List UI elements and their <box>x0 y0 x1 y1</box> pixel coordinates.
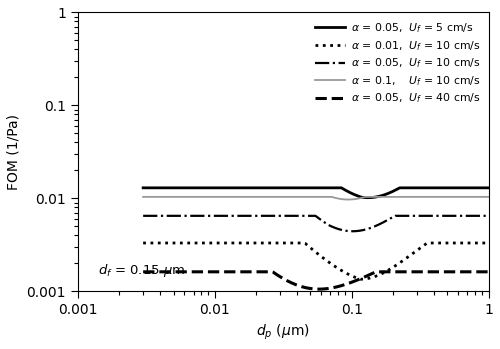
X-axis label: $d_p$ ($\mu$m): $d_p$ ($\mu$m) <box>256 323 310 342</box>
Text: $d_f$ = 0.15 $\mu$m: $d_f$ = 0.15 $\mu$m <box>98 262 186 279</box>
Legend: $\alpha$ = 0.05,  $U_f$ = 5 cm/s, $\alpha$ = 0.01,  $U_f$ = 10 cm/s, $\alpha$ = : $\alpha$ = 0.05, $U_f$ = 5 cm/s, $\alpha… <box>312 18 483 109</box>
Y-axis label: FOM (1/Pa): FOM (1/Pa) <box>7 114 21 190</box>
